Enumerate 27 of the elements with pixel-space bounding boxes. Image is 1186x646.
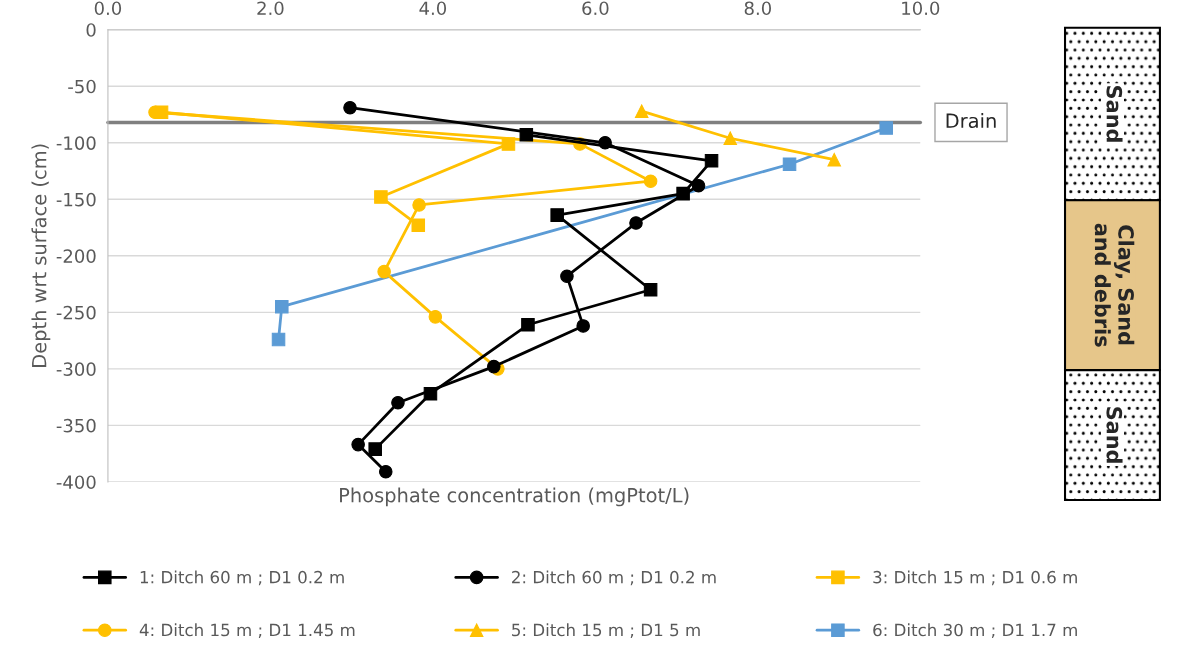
y-tick-label: -350 [56, 418, 96, 433]
x-tick-label: 10.0 [902, 1, 940, 16]
y-tick-label: -250 [56, 305, 96, 320]
y-tick-label: -150 [56, 192, 96, 207]
legend-label: 4: Ditch 15 m ; D1 1.45 m [139, 623, 355, 638]
y-tick-label: -400 [56, 475, 96, 490]
x-tick-label: 4.0 [419, 1, 447, 16]
legend-label: 5: Ditch 15 m ; D1 5 m [512, 623, 700, 638]
text: Clay, Sand and debris [1094, 223, 1135, 347]
x-tick-label: 8.0 [744, 1, 772, 16]
legend-label: 2: Ditch 60 m ; D1 0.2 m [512, 570, 716, 586]
x-tick-label: 6.0 [582, 1, 609, 16]
y-tick-label: -300 [56, 362, 96, 376]
text: Sand [1106, 86, 1123, 142]
x-axis-title: Phosphate concentration (mgPtot/L) [340, 487, 689, 507]
y-axis-title: Depth wrt surface (cm) [31, 144, 51, 367]
y-tick-label: 0 [86, 23, 96, 37]
y-tick-label: -200 [56, 249, 96, 263]
legend-label: 1: Ditch 60 m ; D1 0.2 m [140, 570, 344, 586]
x-tick-label: 2.0 [257, 1, 284, 16]
x-tick-label: 0.0 [94, 1, 122, 16]
y-tick-label: -100 [56, 136, 96, 150]
y-tick-label: -50 [68, 79, 96, 94]
legend-label: 6: Ditch 30 m ; D1 1.7 m [873, 623, 1077, 638]
text: Sand [1106, 407, 1123, 463]
ref-line-label: Drain [946, 113, 996, 129]
legend-label: 3: Ditch 15 m ; D1 0.6 m [873, 570, 1077, 586]
